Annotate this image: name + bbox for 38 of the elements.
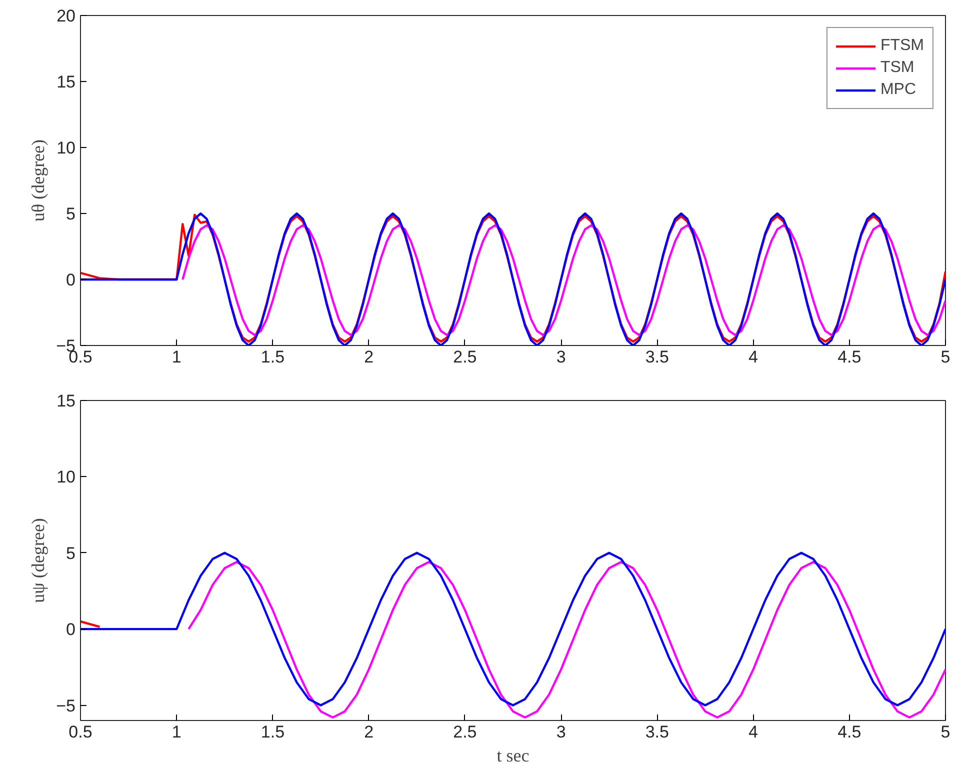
y-tick-label: 15: [56, 72, 76, 92]
y-axis-title: uθ (degree): [28, 139, 48, 222]
legend-label: TSM: [880, 59, 914, 77]
x-tick-label: 2: [364, 722, 374, 742]
x-tick-label: 1.5: [260, 348, 285, 366]
x-tick-label: 2: [364, 348, 374, 366]
x-tick-label: 3: [556, 722, 566, 742]
y-tick-label: 5: [66, 544, 76, 563]
x-tick-label: 5: [940, 348, 950, 366]
x-tick-label: 1.5: [260, 722, 285, 742]
legend-label: FTSM: [880, 37, 924, 55]
x-axis-title: t sec: [496, 746, 530, 766]
line-series: [182, 224, 946, 336]
x-tick-label: 4: [748, 348, 758, 366]
x-tick-label: 5: [940, 722, 950, 742]
x-tick-label: 3: [556, 348, 566, 366]
y-tick-label: 10: [56, 138, 76, 158]
y-tick-label: 15: [56, 392, 76, 410]
y-axis-title: uψ (degree): [28, 518, 48, 603]
x-tick-label: 4: [748, 722, 758, 742]
y-tick-label: −5: [56, 696, 76, 716]
y-tick-label: 0: [66, 620, 76, 640]
x-tick-label: 2.5: [453, 722, 477, 742]
y-tick-label: 20: [56, 6, 76, 26]
x-tick-label: 1: [172, 722, 182, 742]
x-tick-label: 0.5: [68, 722, 92, 742]
y-tick-label: 10: [56, 468, 76, 487]
x-tick-label: 3.5: [645, 348, 669, 366]
y-tick-label: 5: [66, 204, 76, 224]
x-tick-label: 3.5: [645, 722, 669, 742]
x-tick-label: 4.5: [838, 722, 862, 742]
x-tick-label: 2.5: [453, 348, 477, 366]
line-series: [80, 552, 946, 706]
y-tick-label: 0: [66, 270, 76, 290]
line-series: [188, 560, 946, 719]
x-tick-label: 4.5: [838, 348, 862, 366]
legend-label: MPC: [880, 81, 916, 99]
x-tick-label: 1: [172, 348, 182, 366]
